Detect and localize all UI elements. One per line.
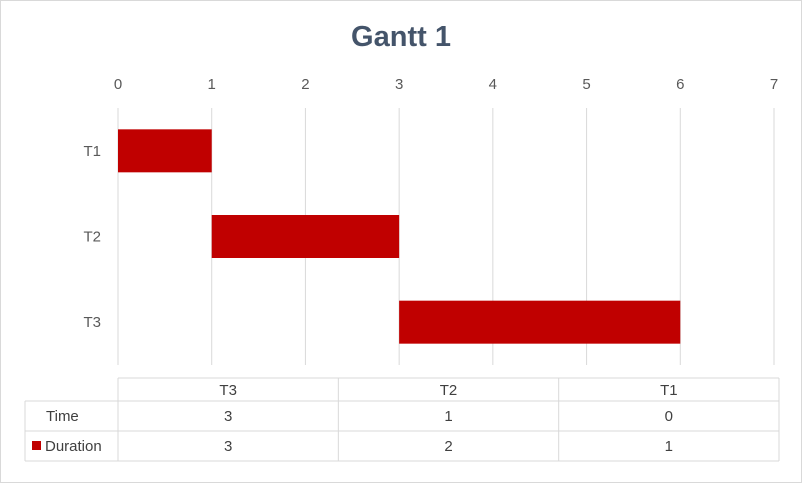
chart-title: Gantt 1 [351, 21, 451, 53]
x-tick-label: 5 [582, 76, 590, 93]
table-row-label: Time [46, 408, 79, 425]
duration-bar [118, 129, 212, 173]
y-category-label: T2 [83, 229, 101, 246]
table-column-header: T3 [219, 382, 237, 399]
duration-bar [211, 215, 400, 258]
table-row-label: Duration [45, 438, 102, 455]
table-cell: 2 [444, 438, 452, 455]
duration-bar [399, 300, 681, 344]
legend-key [32, 441, 41, 450]
x-tick-label: 2 [301, 76, 309, 93]
table-cell: 3 [224, 408, 232, 425]
table-cell: 1 [665, 438, 673, 455]
y-category-label: T3 [83, 314, 101, 331]
x-tick-label: 3 [395, 76, 403, 93]
x-tick-label: 7 [770, 76, 778, 93]
table-cell: 0 [665, 408, 673, 425]
table-cell: 1 [444, 408, 452, 425]
x-tick-label: 1 [208, 76, 216, 93]
x-tick-label: 6 [676, 76, 684, 93]
table-column-header: T1 [660, 382, 678, 399]
x-tick-label: 4 [489, 76, 497, 93]
y-category-label: T1 [83, 143, 101, 160]
table-cell: 3 [224, 438, 232, 455]
x-tick-label: 0 [114, 76, 122, 93]
table-column-header: T2 [440, 382, 458, 399]
